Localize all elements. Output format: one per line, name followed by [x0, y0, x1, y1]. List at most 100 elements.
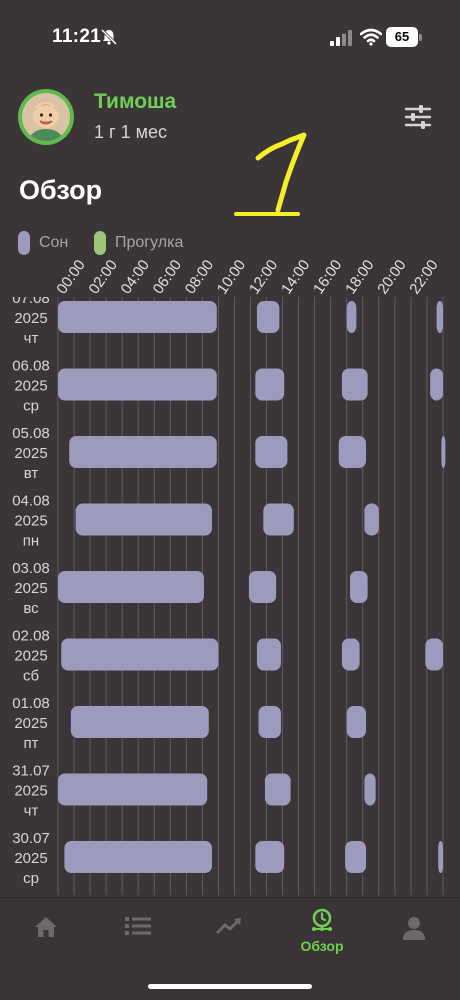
bell-off-icon: [100, 28, 118, 46]
overview-clock-icon: [312, 908, 332, 931]
sleep-bar[interactable]: [255, 436, 288, 468]
sleep-bar[interactable]: [256, 301, 280, 333]
sleep-bar[interactable]: [69, 436, 217, 468]
x-tick-label: 12:00: [246, 257, 281, 298]
x-tick-label: 04:00: [118, 257, 153, 298]
row-date-label: пн: [23, 533, 39, 550]
row-date-label: 06.08: [12, 358, 50, 375]
sleep-bar[interactable]: [58, 301, 217, 333]
sleep-bar[interactable]: [75, 503, 212, 536]
child-photo: [22, 93, 70, 141]
sleep-bar[interactable]: [58, 773, 208, 806]
sleep-bar[interactable]: [61, 638, 219, 671]
x-tick-label: 06:00: [150, 257, 185, 298]
sleep-swatch: [18, 231, 30, 255]
row-date-label: 02.08: [12, 628, 50, 645]
row-date-label: 2025: [14, 850, 47, 867]
legend-sleep-label: Сон: [39, 234, 69, 251]
status-time: 11:21: [52, 26, 102, 47]
sleep-bar[interactable]: [58, 368, 217, 401]
child-name[interactable]: Тимоша: [94, 90, 177, 113]
sleep-bar[interactable]: [256, 638, 281, 671]
sleep-bar[interactable]: [255, 841, 285, 873]
row-date-label: 2025: [14, 445, 47, 462]
row-date-label: 01.08: [12, 695, 50, 712]
nav-profile[interactable]: [376, 898, 452, 968]
x-tick-label: 02:00: [85, 257, 120, 298]
home-indicator: [148, 984, 312, 989]
nav-list[interactable]: [100, 898, 176, 968]
sleep-bar[interactable]: [263, 503, 294, 536]
sleep-bar[interactable]: [441, 436, 446, 468]
nav-overview[interactable]: Обзор: [284, 898, 360, 968]
row-date-label: 30.07: [12, 830, 50, 847]
x-tick-label: 16:00: [310, 257, 345, 298]
nav-home[interactable]: [8, 898, 84, 968]
battery-tip: [419, 34, 422, 41]
row-date-label: 2025: [14, 378, 47, 395]
x-tick-label: 20:00: [374, 257, 409, 298]
trend-icon: [216, 918, 241, 935]
sleep-bar[interactable]: [58, 571, 204, 603]
handwritten-annotation: 1: [234, 132, 307, 216]
row-date-label: ср: [23, 398, 39, 415]
nav-trends[interactable]: [192, 898, 268, 968]
sleep-bar[interactable]: [346, 706, 366, 738]
sleep-bar[interactable]: [338, 436, 366, 468]
row-date-label: вт: [24, 465, 39, 482]
x-tick-label: 22:00: [406, 257, 441, 298]
sleep-timeline-chart: 00:0002:0004:0006:0008:0010:0012:0014:00…: [12, 257, 446, 895]
sleep-bar[interactable]: [258, 706, 281, 738]
sleep-bar[interactable]: [349, 571, 368, 603]
sleep-bar[interactable]: [430, 368, 443, 401]
sleep-bar[interactable]: [255, 368, 285, 401]
row-date-label: чт: [24, 330, 39, 347]
row-date-label: 2025: [14, 580, 47, 597]
walk-swatch: [94, 231, 106, 255]
x-tick-label: 18:00: [342, 257, 377, 298]
row-date-label: пт: [24, 735, 39, 752]
row-date-label: вс: [23, 600, 39, 617]
sleep-bar[interactable]: [364, 773, 376, 806]
row-date-label: 03.08: [12, 560, 50, 577]
sleep-bar[interactable]: [438, 841, 443, 873]
profile-icon: [403, 917, 425, 940]
row-date-label: ср: [23, 870, 39, 887]
avatar[interactable]: [18, 89, 74, 145]
bottom-nav: Обзор: [0, 897, 460, 1000]
page-title: Обзор: [19, 175, 103, 205]
row-date-label: 2025: [14, 310, 47, 327]
row-date-label: 2025: [14, 715, 47, 732]
list-icon: [125, 917, 151, 935]
sleep-bar[interactable]: [346, 301, 357, 333]
child-age: 1 г 1 мес: [94, 122, 167, 142]
nav-overview-label: Обзор: [300, 938, 344, 954]
wifi-icon: [360, 28, 382, 46]
row-date-label: 05.08: [12, 425, 50, 442]
row-date-label: 2025: [14, 783, 47, 800]
legend-sleep: Сон: [18, 230, 68, 256]
row-date-label: 2025: [14, 648, 47, 665]
battery-icon: 65: [386, 27, 418, 47]
filter-settings-icon[interactable]: [404, 104, 432, 130]
row-date-label: сб: [23, 668, 39, 685]
x-tick-label: 00:00: [53, 257, 88, 298]
x-tick-label: 08:00: [182, 257, 217, 298]
sleep-bar[interactable]: [248, 571, 277, 603]
legend-walk: Прогулка: [94, 230, 183, 256]
sleep-bar[interactable]: [264, 773, 291, 806]
row-date-label: 31.07: [12, 763, 50, 780]
x-tick-label: 14:00: [278, 257, 313, 298]
status-bar: 11:21 65: [0, 0, 460, 70]
sleep-bar[interactable]: [436, 301, 443, 333]
sleep-bar[interactable]: [341, 368, 368, 401]
sleep-bar[interactable]: [364, 503, 379, 536]
sleep-bar[interactable]: [345, 841, 366, 873]
row-date-label: 07.08: [12, 290, 50, 307]
row-date-label: чт: [24, 803, 39, 820]
sleep-bar[interactable]: [341, 638, 360, 671]
sleep-bar[interactable]: [425, 638, 443, 671]
x-tick-label: 10:00: [214, 257, 249, 298]
sleep-bar[interactable]: [70, 706, 209, 738]
sleep-bar[interactable]: [64, 841, 213, 873]
